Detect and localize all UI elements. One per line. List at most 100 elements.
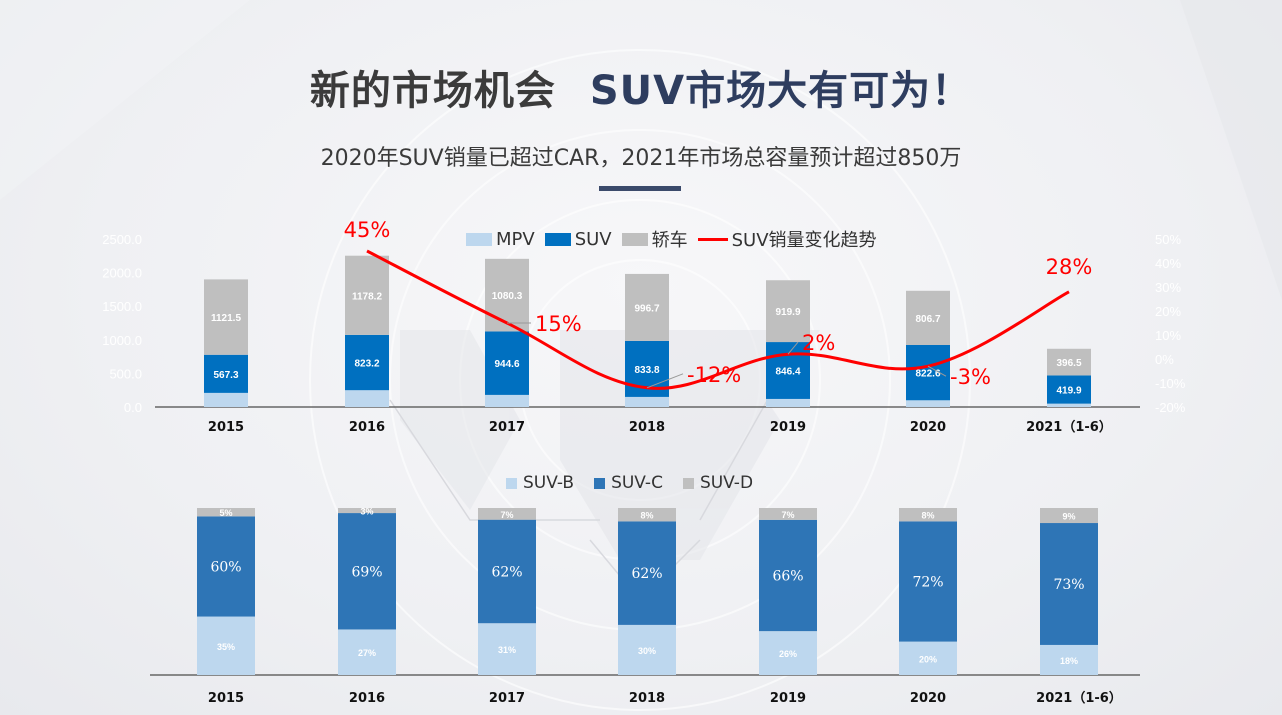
bar-suv-d: [759, 508, 817, 520]
bar-suv: [906, 345, 950, 401]
legend-label-mpv: MPV: [496, 228, 535, 250]
legend-item-suv-b: SUV-B: [506, 473, 574, 493]
bar-label-suv-c: 72%: [912, 574, 943, 590]
trend-label: -3%: [950, 365, 991, 389]
legend-label-suv-b: SUV-B: [523, 473, 575, 493]
legend-label-suv-d: SUV-D: [699, 473, 754, 493]
legend-item-trend: SUV销量变化趋势: [697, 226, 877, 252]
legend-swatch-car: [621, 232, 648, 246]
bar-suv-c: [338, 513, 396, 630]
page-title: 新的市场机会 SUV市场大有可为！: [0, 58, 1282, 116]
y-right-tick-label: 0%: [1155, 352, 1174, 367]
y-right-tick-label: 10%: [1155, 328, 1181, 343]
x-tick-label-bottom: 2020: [910, 691, 946, 706]
bar-mpv: [204, 392, 248, 407]
trend-label-leader: [927, 365, 947, 377]
bar-label-suv: 846.4: [775, 366, 800, 377]
bar-suv-b: [759, 631, 817, 675]
legend-swatch-suv-d: [682, 477, 694, 489]
x-tick-label-bottom: 2015: [208, 691, 244, 706]
bar-car: [766, 280, 810, 343]
legend-swatch-trend: [697, 237, 728, 241]
y-right-tick-label: 30%: [1155, 280, 1181, 295]
y-left-tick-label: 0.0: [124, 400, 142, 415]
bar-suv-b: [478, 623, 536, 675]
bar-label-suv-c: 60%: [210, 559, 241, 575]
y-right-tick-label: -20%: [1155, 400, 1186, 415]
bar-suv: [204, 354, 248, 393]
y-left-tick-label: 1500.0: [102, 299, 142, 314]
bar-suv-d: [618, 508, 676, 522]
trend-label-leader: [646, 373, 684, 389]
bottom-chart-legend: SUV-B SUV-C SUV-D: [506, 473, 773, 493]
bar-suv-d: [478, 508, 536, 520]
bar-suv-b: [618, 624, 676, 675]
x-tick-label: 2020: [910, 420, 946, 435]
bar-label-suv-b: 20%: [919, 654, 937, 664]
bar-label-suv-c: 69%: [351, 564, 382, 580]
x-tick-label: 2018: [629, 420, 665, 435]
y-left-tick-label: 2000.0: [102, 266, 142, 281]
x-tick-label-bottom: 2018: [629, 691, 665, 706]
bar-label-suv-d: 7%: [500, 510, 513, 520]
bar-suv-c: [618, 521, 676, 625]
bar-suv-c: [899, 521, 957, 642]
bar-label-suv: 823.2: [354, 359, 379, 370]
bar-label-suv-d: 8%: [640, 511, 653, 521]
y-right-tick-label: 40%: [1155, 256, 1181, 271]
bar-suv: [766, 342, 810, 399]
trend-label: -12%: [687, 363, 741, 387]
legend-item-mpv: MPV: [466, 229, 535, 250]
bar-label-suv-b: 27%: [358, 648, 376, 658]
bar-suv-c: [1040, 523, 1098, 645]
legend-swatch-suv-b: [506, 477, 517, 489]
page-subtitle: 2020年SUV销量已超过CAR，2021年市场总容量预计超过850万: [320, 146, 962, 171]
bar-label-car: 806.7: [915, 314, 940, 325]
bar-label-suv-b: 26%: [779, 649, 797, 659]
x-tick-label: 2017: [489, 420, 525, 435]
bar-label-suv-b: 35%: [217, 642, 235, 652]
bar-label-suv-d: 7%: [781, 510, 794, 520]
y-right-tick-label: -10%: [1155, 376, 1186, 391]
bar-suv: [485, 331, 529, 395]
bar-car: [906, 290, 950, 346]
bar-mpv: [625, 396, 669, 407]
bar-label-suv-c: 66%: [772, 568, 803, 584]
bar-mpv: [906, 400, 950, 407]
x-tick-label: 2015: [208, 420, 244, 435]
bar-mpv: [485, 394, 529, 407]
legend-item-suv-d: SUV-D: [682, 473, 754, 493]
bar-car: [625, 273, 669, 341]
bar-suv: [345, 334, 389, 391]
bar-suv: [1047, 375, 1091, 404]
x-tick-label-bottom: 2017: [489, 691, 525, 706]
bar-label-car: 996.7: [634, 303, 659, 314]
bar-mpv: [345, 390, 389, 407]
bar-label-car: 919.9: [775, 307, 800, 318]
bar-car: [204, 279, 248, 355]
bar-suv-b: [338, 629, 396, 675]
bar-label-suv: 567.3: [213, 370, 238, 381]
trend-label: 45%: [344, 218, 391, 242]
bar-suv-d: [899, 508, 957, 522]
bar-suv-b: [1040, 644, 1098, 675]
legend-label-car: 轿车: [651, 230, 688, 251]
legend-label-trend: SUV销量变化趋势: [731, 230, 877, 251]
bar-suv-b: [197, 616, 255, 675]
bar-label-car: 1080.3: [492, 291, 523, 302]
legend-swatch-mpv: [466, 232, 492, 246]
bar-label-suv-d: 3%: [360, 507, 373, 517]
legend-label-suv-c: SUV-C: [611, 473, 663, 493]
y-left-tick-label: 2500.0: [102, 232, 142, 247]
title-divider: [599, 186, 681, 191]
legend-item-car: 轿车: [621, 226, 688, 252]
y-left-tick-label: 1000.0: [102, 333, 142, 348]
legend-item-suv-c: SUV-C: [594, 473, 663, 493]
top-chart-legend: MPV SUV 轿车 SUV销量变化趋势: [466, 226, 887, 252]
y-right-tick-label: 50%: [1155, 232, 1181, 247]
bar-suv-c: [478, 519, 536, 624]
bar-suv-d: [197, 508, 255, 517]
y-right-tick-label: 20%: [1155, 304, 1181, 319]
trend-line: [366, 249, 1070, 390]
